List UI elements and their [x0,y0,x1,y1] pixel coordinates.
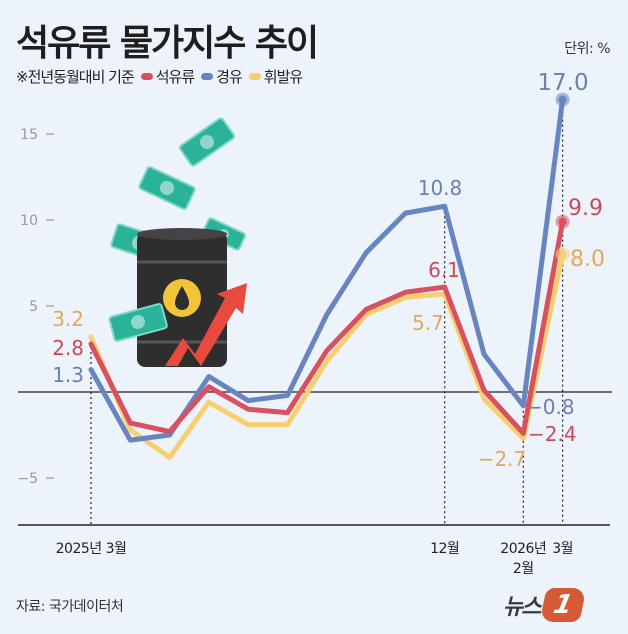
data-label: 6.1 [428,258,460,282]
chart-title: 석유류 물가지수 추이 [16,23,319,64]
legend-label-gasoline: 휘발유 [263,68,303,86]
y-tick-label: 5 [29,299,38,315]
oil-barrel-illustration [108,117,247,367]
data-label: −2.7 [478,447,527,471]
data-label: 1.3 [52,363,84,387]
series-line-휘발유 [88,251,566,460]
data-labels: 3.2 2.8 1.3 10.8 6.1 5.7 −0.8 −2.4−2.7 17.0 9.9 8.… [52,70,605,471]
x-tick-label: 2025년 3월 [56,541,127,557]
end-point-dot [558,95,567,104]
source-note: 자료: 국가데이터처 [16,599,124,615]
rising-arrow-icon [165,283,247,366]
series-lines [88,92,570,460]
basis-note: ※전년동월대비 기준 [16,68,135,86]
banknote-icon [108,303,168,342]
x-tick-label: 3월 [552,541,573,557]
data-label: 5.7 [412,311,444,335]
data-label: −0.8 [526,395,575,419]
y-tick-label: 10 [20,213,38,229]
legend-swatch-gasoline [248,73,261,80]
legend-label-diesel: 경유 [216,68,243,86]
data-label: −2.4 [528,422,577,446]
x-tick-label: 12월 [430,541,459,557]
end-point-dot [558,250,567,259]
x-tick-label: 2월 [513,561,534,577]
news1-logo: 뉴스 1 [503,588,588,622]
data-label: 10.8 [418,176,463,200]
data-label: 2.8 [52,336,84,360]
legend-swatch-diesel [201,73,214,80]
logo-badge: 1 [539,588,588,622]
series-line-경유 [88,97,566,443]
data-label: 8.0 [570,247,605,272]
legend-swatch-petroleum [140,73,153,80]
end-point-dot [558,217,567,226]
legend-label-petroleum: 석유류 [155,68,195,86]
y-tick-label: 15 [20,127,38,143]
x-tick-label: 2026년 [500,541,546,557]
data-label: 17.0 [537,70,588,96]
data-label: 3.2 [52,307,84,331]
data-label: 9.9 [568,196,603,221]
logo-text: 뉴스 [503,595,542,620]
legend: ※전년동월대비 기준 석유류 경유 휘발유 [16,66,303,87]
unit-label: 단위: % [564,41,610,57]
series-line-석유류 [88,219,566,436]
y-tick-label: −5 [17,471,38,487]
